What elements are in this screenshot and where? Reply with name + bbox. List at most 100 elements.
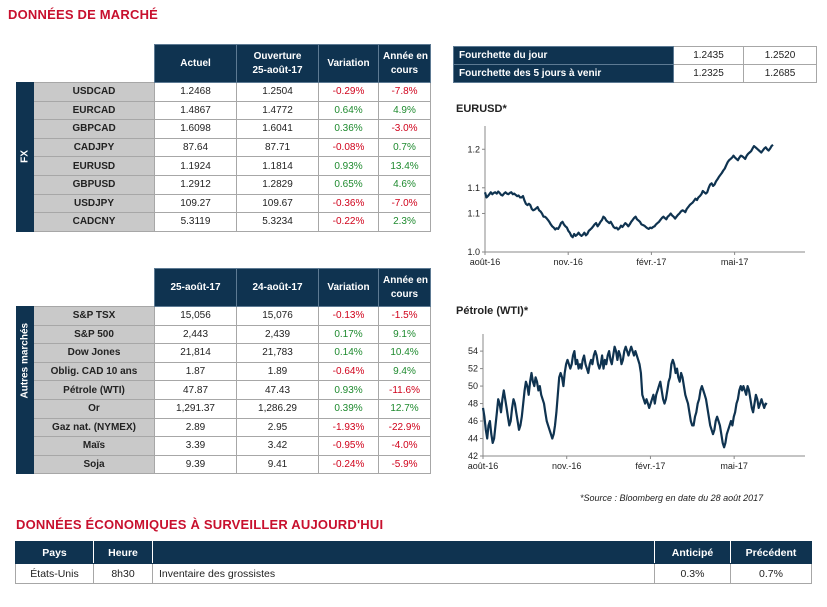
table-row: Soja 9.39 9.41 -0.24% -5.9% (17, 454, 431, 475)
wti-chart: 42 44 46 48 50 52 54 août-16 nov.-16 févr.-17 mai-… (468, 334, 805, 471)
fx-ytd: 4.6% (378, 174, 431, 195)
fx-variation: -0.29% (318, 82, 379, 102)
fx-actual: 1.1924 (154, 156, 237, 176)
range-table: Fourchette du jour 1.2435 1.2520 Fourche… (453, 46, 817, 83)
range-low: 1.2435 (673, 46, 744, 65)
fx-variation: -0.08% (318, 137, 379, 158)
market-variation: -0.24% (318, 454, 379, 475)
y-tick-label: 50 (468, 381, 478, 391)
market-d2: 15,076 (236, 306, 319, 326)
market-variation: -0.64% (318, 361, 379, 382)
market-ytd: -11.6% (378, 380, 431, 400)
fx-ytd: -3.0% (378, 119, 431, 139)
table-row: GBPUSD 1.2912 1.2829 0.65% 4.6% (17, 174, 431, 195)
market-d1: 15,056 (154, 306, 237, 326)
eco-country: États-Unis (15, 563, 94, 584)
x-tick-label: mai-17 (720, 461, 748, 471)
y-tick-label: 46 (468, 416, 478, 426)
market-d2: 3.42 (236, 436, 319, 456)
fx-variation: 0.65% (318, 174, 379, 195)
fx-pair: CADJPY (33, 137, 155, 158)
market-d1: 9.39 (154, 454, 237, 475)
fx-header-opening: Ouverture 25-août-17 (236, 44, 319, 83)
market-d2: 1.89 (236, 361, 319, 382)
eco-time: 8h30 (93, 563, 153, 584)
eco-header-expected: Anticipé (654, 541, 731, 564)
eco-previous: 0.7% (730, 563, 812, 584)
market-name: Or (33, 398, 155, 419)
market-d1: 1.87 (154, 361, 237, 382)
fx-variation: -0.36% (318, 193, 379, 214)
y-tick-label: 48 (468, 399, 478, 409)
market-variation: -1.93% (318, 417, 379, 438)
market-d1: 2,443 (154, 324, 237, 345)
market-d2: 1,286.29 (236, 398, 319, 419)
eurusd-chart: 1.0 1.1 1.1 1.2 août-16 nov.-16 févr.-17 mai-17 (467, 126, 805, 267)
table-row: Gaz nat. (NYMEX) 2.89 2.95 -1.93% -22.9% (17, 417, 431, 438)
fx-ytd: 13.4% (378, 156, 431, 176)
series-line (483, 143, 774, 239)
fx-header-ytd: Année en cours (378, 44, 431, 83)
eco-header-previous: Précédent (730, 541, 812, 564)
y-tick-label: 52 (468, 364, 478, 374)
y-tick-label: 1.1 (467, 183, 480, 193)
fx-actual: 109.27 (154, 193, 237, 214)
other-markets-table: 25-août-17 24-août-17 Variation Année en… (16, 268, 431, 475)
economic-data-title: DONNÉES ÉCONOMIQUES À SURVEILLER AUJOURD… (16, 517, 384, 532)
market-d2: 9.41 (236, 454, 319, 475)
market-variation: -0.13% (318, 306, 379, 326)
table-row: CADJPY 87.64 87.71 -0.08% 0.7% (17, 137, 431, 158)
table-row: USDJPY 109.27 109.67 -0.36% -7.0% (17, 193, 431, 214)
market-ytd: -22.9% (378, 417, 431, 438)
table-row: Oblig. CAD 10 ans 1.87 1.89 -0.64% 9.4% (17, 361, 431, 382)
range-low: 1.2325 (673, 64, 744, 83)
x-tick-label: août-16 (470, 257, 501, 267)
table-row: GBPCAD 1.6098 1.6041 0.36% -3.0% (17, 119, 431, 139)
series-line (481, 345, 768, 449)
y-tick-label: 44 (468, 434, 478, 444)
market-variation: -0.95% (318, 436, 379, 456)
market-variation: 0.14% (318, 343, 379, 363)
eurusd-chart-title: EURUSD* (456, 103, 507, 115)
fx-actual: 1.6098 (154, 119, 237, 139)
table-row: CADCNY 5.3119 5.3234 -0.22% 2.3% (17, 212, 431, 232)
table-row: EURCAD 1.4867 1.4772 0.64% 4.9% (17, 100, 431, 121)
fx-pair: EURUSD (33, 156, 155, 176)
market-d1: 1,291.37 (154, 398, 237, 419)
fx-ytd: -7.0% (378, 193, 431, 214)
x-tick-label: févr.-17 (635, 461, 665, 471)
market-name: Maïs (33, 436, 155, 456)
range-high: 1.2685 (743, 64, 817, 83)
table-row: Or 1,291.37 1,286.29 0.39% 12.7% (17, 398, 431, 419)
range-label: Fourchette des 5 jours à venir (453, 64, 674, 83)
market-name: S&P TSX (33, 306, 155, 326)
fx-pair: CADCNY (33, 212, 155, 232)
eco-expected: 0.3% (654, 563, 731, 584)
fx-opening: 1.4772 (236, 100, 319, 121)
fx-pair: USDJPY (33, 193, 155, 214)
eco-header-time: Heure (93, 541, 153, 564)
fx-side-label: FX (16, 82, 34, 232)
other-header-variation: Variation (318, 268, 379, 307)
market-data-title: DONNÉES DE MARCHÉ (8, 7, 159, 22)
table-row: FX USDCAD 1.2468 1.2504 -0.29% -7.8% (16, 82, 431, 232)
market-ytd: -5.9% (378, 454, 431, 475)
source-note: *Source : Bloomberg en date du 28 août 2… (580, 493, 764, 503)
y-tick-label: 1.1 (467, 208, 480, 218)
fx-ytd: 4.9% (378, 100, 431, 121)
market-d1: 3.39 (154, 436, 237, 456)
fx-ytd: 2.3% (378, 212, 431, 232)
fx-table: Actuel Ouverture 25-août-17 Variation Ann… (16, 44, 431, 232)
fx-header-variation: Variation (318, 44, 379, 83)
market-variation: 0.39% (318, 398, 379, 419)
fx-variation: 0.93% (318, 156, 379, 176)
market-name: Gaz nat. (NYMEX) (33, 417, 155, 438)
fx-opening: 1.1814 (236, 156, 319, 176)
table-row: Maïs 3.39 3.42 -0.95% -4.0% (17, 436, 431, 456)
market-ytd: -1.5% (378, 306, 431, 326)
table-row: Pétrole (WTI) 47.87 47.43 0.93% -11.6% (17, 380, 431, 400)
market-d1: 47.87 (154, 380, 237, 400)
table-row: Autres marchés S&P TSX 15,056 15,076 -0.… (16, 305, 431, 475)
fx-opening: 87.71 (236, 137, 319, 158)
fx-pair: EURCAD (33, 100, 155, 121)
